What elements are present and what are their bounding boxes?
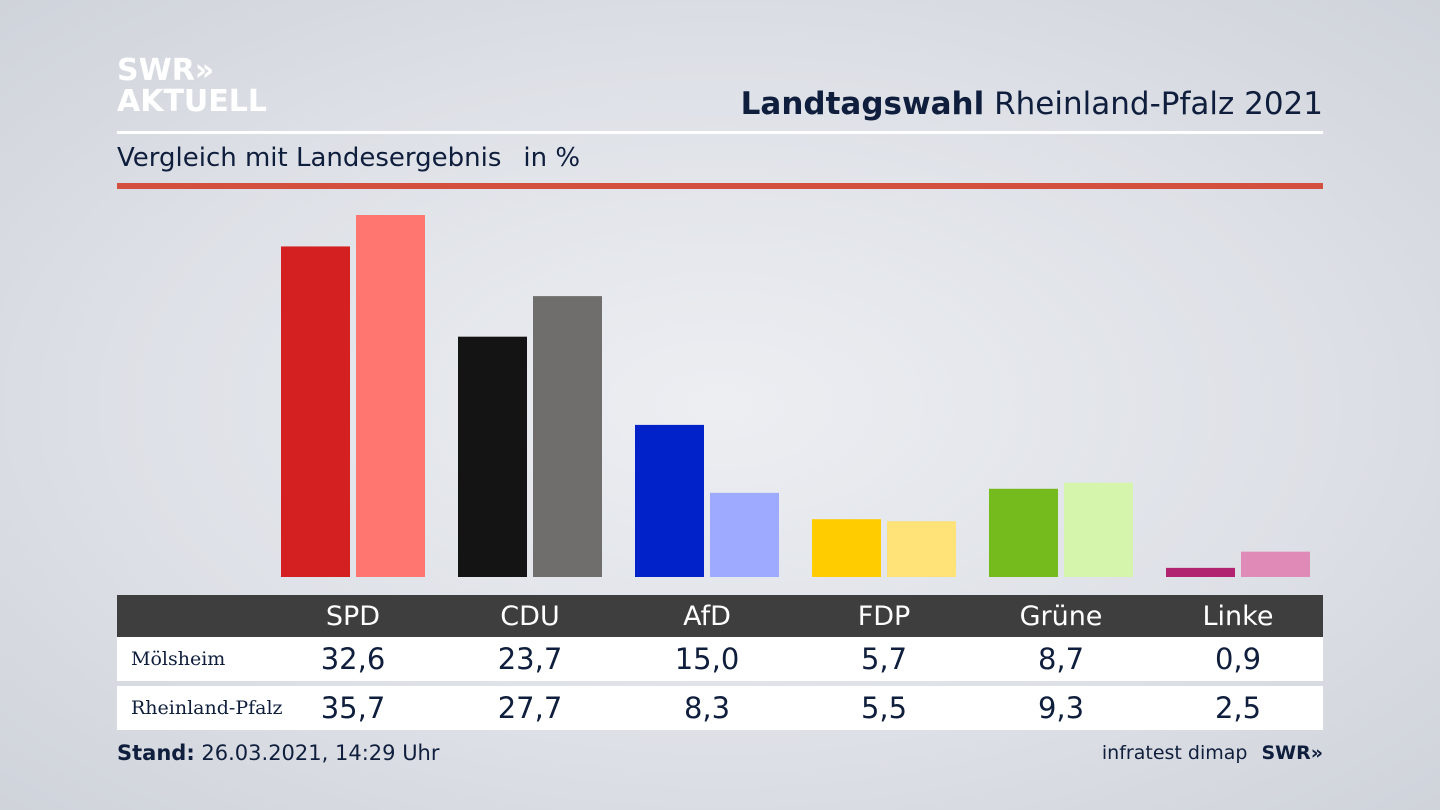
bar-spd-local [281,246,350,577]
table-cell-value: 5,7 [860,642,908,676]
table-cell-value: 27,7 [497,691,563,725]
stand-value: 26.03.2021, 14:29 Uhr [201,741,440,765]
bar-linke-state [1241,551,1310,577]
logo-line-aktuell: AKTUELL [117,84,268,119]
title-bold: Landtagswahl [740,86,985,122]
bar-fdp-state [887,521,956,577]
table-cell-value: 8,3 [683,691,731,725]
table-header: SPD CDU AfD FDP Grüne Linke [117,595,1323,637]
table-cell-value: 0,9 [1214,642,1262,676]
page-title: Landtagswahl Rheinland-Pfalz 2021 [741,86,1323,122]
bar-gruene-state [1064,482,1133,577]
table-cell-value: 32,6 [320,642,386,676]
column-header-gruene: Grüne [1019,600,1103,632]
swr-brand-mark: SWR» [1261,742,1323,764]
bar-afd-local [635,424,704,577]
bar-gruene-local [989,488,1058,577]
column-header-cdu: CDU [500,600,560,632]
bar-spd-state [356,215,425,577]
bar-afd-state [710,492,779,577]
table-cell-value: 5,5 [860,691,908,725]
column-header-afd: AfD [683,600,731,632]
table-cell-value: 23,7 [497,642,563,676]
column-header-linke: Linke [1202,600,1274,632]
table-cell-value: 9,3 [1037,691,1085,725]
bar-cdu-local [458,336,527,577]
column-header-spd: SPD [325,600,381,632]
bar-cdu-state [533,296,602,577]
table-row: Mölsheim 32,6 23,7 15,0 5,7 8,7 0,9 [117,637,1323,681]
swr-aktuell-logo: SWR» AKTUELL [117,55,267,117]
source-credit: infratest dimap SWR» [1102,742,1323,764]
table-cell-value: 35,7 [320,691,386,725]
table-row: Rheinland-Pfalz 35,7 27,7 8,3 5,5 9,3 2,5 [117,686,1323,730]
timestamp: Stand: 26.03.2021, 14:29 Uhr [117,741,440,765]
row-label: Mölsheim [131,648,226,670]
title-divider [117,131,1323,134]
table-cell-value: 8,7 [1037,642,1085,676]
subtitle-divider [117,183,1323,189]
table-cell-value: 2,5 [1214,691,1262,725]
bar-linke-local [1166,567,1235,577]
chart-subtitle: Vergleich mit Landesergebnis in % [117,143,580,173]
column-header-fdp: FDP [857,600,911,632]
results-table: SPD CDU AfD FDP Grüne Linke Mölsheim 32,6 23,7… [117,595,1323,730]
title-regular: Rheinland-Pfalz 2021 [994,86,1323,122]
row-label: Rheinland-Pfalz [131,697,283,719]
subtitle-unit: in % [523,143,581,173]
logo-line-swr: SWR» [117,53,215,88]
bar-fdp-local [812,519,881,577]
table-cell-value: 15,0 [674,642,740,676]
stand-label: Stand: [117,741,195,765]
subtitle-text: Vergleich mit Landesergebnis [117,143,502,173]
source-label: infratest dimap [1101,742,1248,764]
